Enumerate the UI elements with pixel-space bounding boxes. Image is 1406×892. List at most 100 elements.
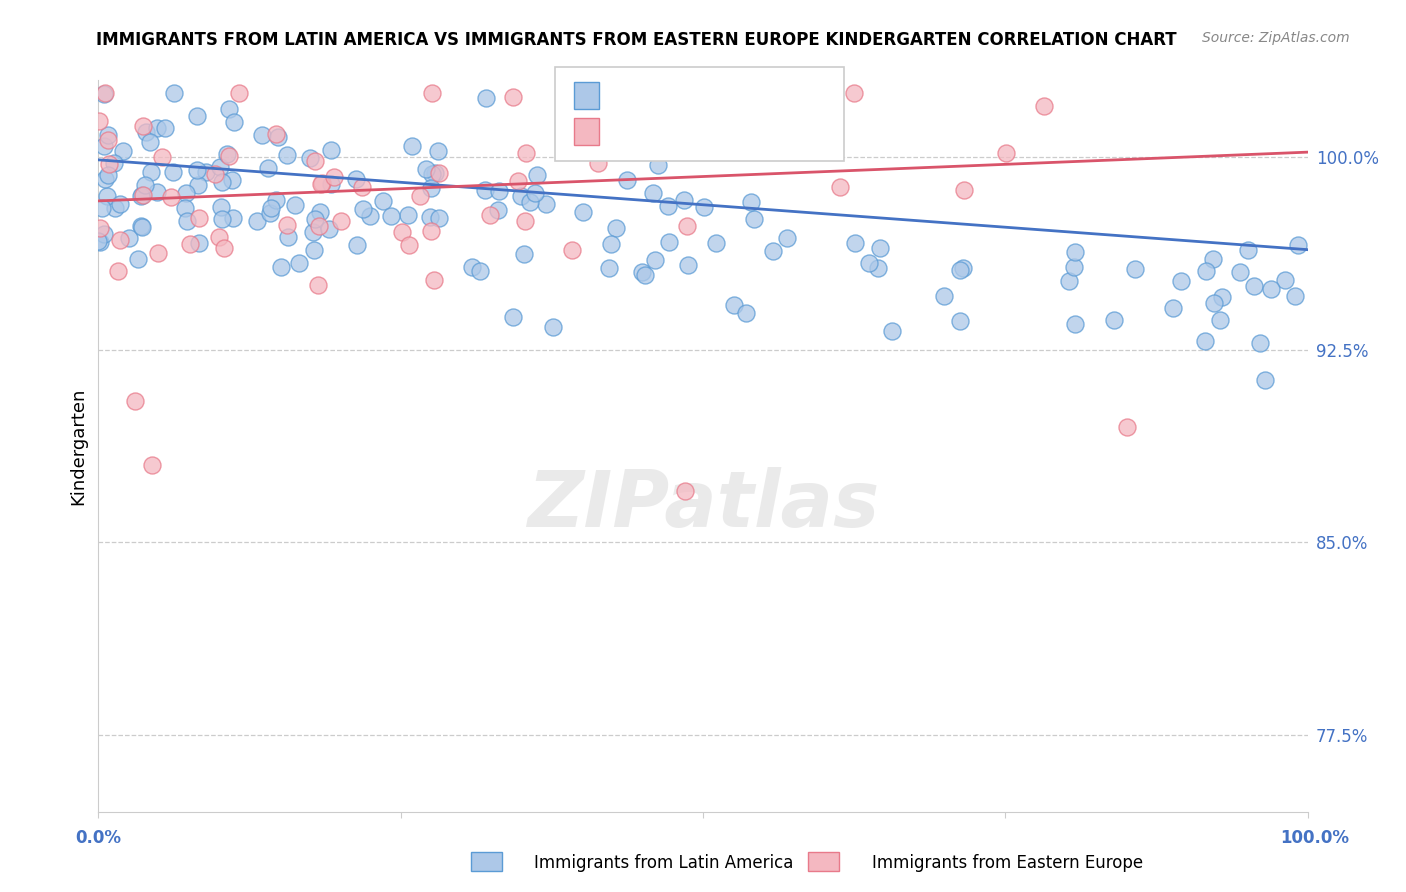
Point — [419, 224, 441, 238]
Point — [858, 255, 880, 269]
Point — [398, 238, 420, 252]
Point — [676, 258, 699, 272]
Point — [208, 160, 231, 174]
Point — [1115, 419, 1137, 434]
Point — [502, 310, 524, 324]
Point — [176, 214, 198, 228]
Point — [307, 277, 329, 292]
Point — [675, 219, 697, 234]
Point — [486, 202, 509, 217]
Point — [135, 124, 157, 138]
Point — [1064, 318, 1087, 332]
Point — [141, 458, 163, 473]
Point — [409, 189, 432, 203]
Point — [160, 190, 183, 204]
Point — [415, 162, 437, 177]
Point — [534, 196, 557, 211]
Point — [208, 229, 231, 244]
Point — [132, 119, 155, 133]
Point — [352, 179, 374, 194]
Point — [673, 483, 696, 498]
Point — [224, 115, 246, 129]
Point — [866, 260, 889, 275]
Point — [526, 169, 548, 183]
Point — [311, 176, 333, 190]
Point — [188, 211, 211, 225]
Point — [598, 260, 620, 275]
Point — [1284, 289, 1306, 303]
Point — [87, 234, 110, 248]
Text: IMMIGRANTS FROM LATIN AMERICA VS IMMIGRANTS FROM EASTERN EUROPE KINDERGARTEN COR: IMMIGRANTS FROM LATIN AMERICA VS IMMIGRA… — [96, 31, 1177, 49]
Point — [97, 128, 120, 143]
Point — [173, 201, 195, 215]
Point — [131, 219, 153, 234]
Point — [309, 177, 332, 191]
Point — [470, 264, 492, 278]
Point — [194, 164, 217, 178]
Point — [139, 135, 162, 149]
Point — [110, 233, 132, 247]
Point — [94, 86, 117, 100]
Text: Source: ZipAtlas.com: Source: ZipAtlas.com — [1202, 31, 1350, 45]
Point — [186, 109, 208, 123]
Point — [129, 189, 152, 203]
Point — [319, 178, 342, 192]
Point — [425, 166, 447, 180]
Point — [561, 243, 583, 257]
Point — [586, 155, 609, 169]
Text: 56: 56 — [768, 122, 799, 140]
Point — [1170, 274, 1192, 288]
Point — [478, 208, 501, 222]
Point — [153, 121, 176, 136]
Point — [266, 194, 288, 208]
Point — [1194, 334, 1216, 348]
Point — [97, 157, 120, 171]
Point — [693, 200, 716, 214]
Point — [211, 175, 233, 189]
Point — [949, 314, 972, 328]
Point — [129, 219, 152, 234]
Point — [221, 211, 243, 226]
Point — [776, 231, 799, 245]
Point — [359, 209, 381, 223]
Point — [346, 237, 368, 252]
Text: 0.0%: 0.0% — [76, 829, 121, 847]
Point — [657, 199, 679, 213]
Point — [427, 211, 450, 225]
Point — [276, 218, 298, 232]
Point — [1064, 244, 1087, 259]
Point — [844, 86, 866, 100]
Point — [742, 212, 765, 227]
Point — [932, 289, 955, 303]
Point — [474, 183, 496, 197]
Point — [723, 298, 745, 312]
Point — [146, 185, 169, 199]
Point — [288, 255, 311, 269]
Point — [658, 235, 681, 250]
Point — [179, 237, 201, 252]
Point — [429, 166, 451, 180]
Point — [1201, 252, 1223, 266]
Point — [506, 174, 529, 188]
Point — [256, 161, 278, 175]
Text: Immigrants from Eastern Europe: Immigrants from Eastern Europe — [872, 854, 1143, 871]
Point — [104, 202, 127, 216]
Point — [246, 214, 269, 228]
Point — [124, 394, 146, 409]
Point — [211, 211, 233, 226]
Point — [419, 181, 441, 195]
Text: 150: 150 — [768, 87, 806, 104]
Point — [1249, 336, 1271, 351]
Point — [204, 167, 226, 181]
Point — [276, 148, 298, 162]
Point — [475, 91, 498, 105]
Point — [396, 208, 419, 222]
Point — [97, 133, 120, 147]
Point — [134, 178, 156, 192]
Point — [488, 184, 510, 198]
Point — [108, 197, 131, 211]
Point — [1057, 274, 1080, 288]
Point — [882, 324, 904, 338]
Point — [96, 188, 118, 202]
Point — [304, 212, 326, 227]
